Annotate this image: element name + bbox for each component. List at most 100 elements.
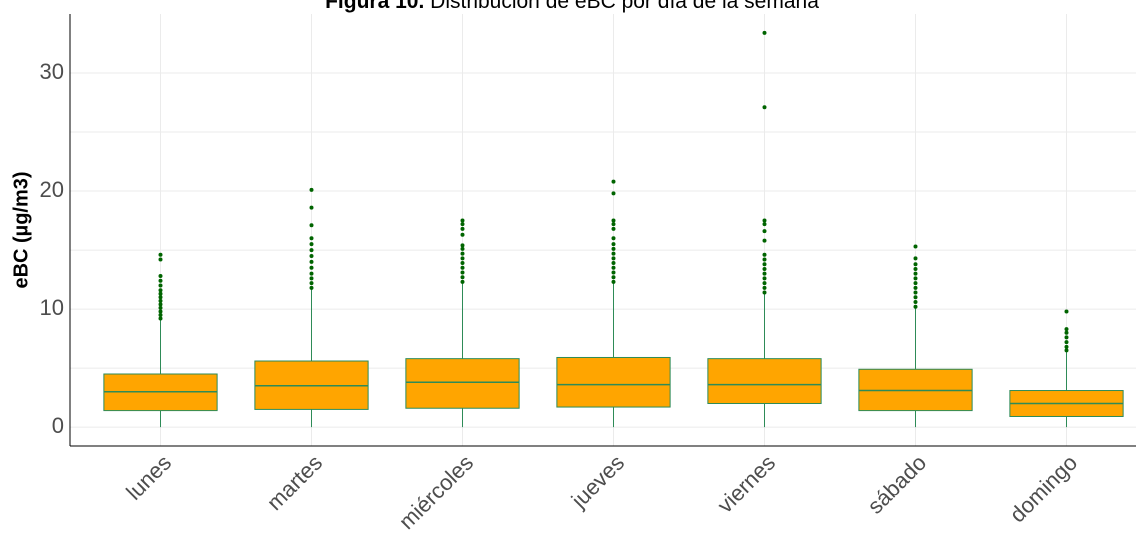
outlier	[611, 236, 616, 241]
outlier	[460, 279, 465, 284]
outlier	[762, 218, 767, 223]
outlier	[611, 270, 616, 275]
outlier	[460, 251, 465, 256]
outlier	[762, 238, 767, 243]
outlier	[460, 246, 465, 251]
outlier	[309, 223, 314, 228]
box	[405, 358, 520, 409]
outlier	[158, 257, 163, 262]
y-tick-label: 20	[40, 177, 64, 202]
outlier	[158, 312, 163, 317]
outlier	[309, 187, 314, 192]
outlier	[158, 309, 163, 314]
outlier	[913, 300, 918, 304]
title-label: Figura 10.	[325, 0, 424, 13]
outlier	[460, 226, 465, 231]
outlier	[1064, 335, 1069, 340]
outlier	[611, 246, 616, 251]
outlier	[309, 265, 314, 270]
outlier	[1064, 330, 1069, 335]
outlier	[913, 285, 918, 290]
outlier	[913, 304, 918, 309]
outlier	[158, 283, 163, 288]
outlier	[611, 256, 616, 261]
outlier	[762, 281, 767, 286]
outlier	[611, 222, 616, 227]
outlier	[913, 271, 918, 276]
outlier	[158, 298, 163, 303]
y-tick-label: 30	[40, 59, 64, 84]
outlier	[1064, 340, 1069, 345]
outlier	[309, 281, 314, 286]
box	[556, 356, 671, 408]
outlier	[460, 261, 465, 266]
outlier	[309, 285, 314, 290]
outlier	[913, 262, 918, 267]
outlier	[309, 236, 314, 241]
outlier	[309, 242, 314, 247]
outlier	[309, 205, 314, 210]
outlier	[309, 248, 314, 253]
outlier	[611, 251, 616, 256]
outlier	[762, 290, 767, 295]
outlier	[611, 275, 616, 280]
outlier	[1064, 327, 1069, 332]
outlier	[611, 191, 616, 196]
outlier	[309, 259, 314, 264]
title-text: Distribución de eBC por día de la semana	[430, 0, 819, 13]
outlier	[762, 276, 767, 281]
outlier	[158, 278, 163, 283]
outlier	[762, 266, 767, 271]
outlier	[762, 222, 767, 227]
outlier	[611, 226, 616, 231]
outlier	[913, 244, 918, 249]
outlier	[913, 276, 918, 281]
chart-title: Figura 10. Distribución de eBC por día d…	[325, 0, 819, 13]
x-tick-label: martes	[262, 450, 327, 515]
outlier	[460, 265, 465, 270]
y-axis-label: eBC (µg/m3)	[10, 171, 32, 288]
outlier	[158, 305, 163, 310]
outlier	[762, 271, 767, 276]
outlier	[158, 302, 163, 307]
outlier	[460, 270, 465, 275]
outlier	[913, 266, 918, 271]
box	[707, 358, 822, 405]
x-tick-label: viernes	[712, 450, 780, 518]
outlier	[762, 30, 767, 35]
outlier	[762, 105, 767, 110]
outlier	[1064, 344, 1069, 349]
outlier	[158, 291, 163, 296]
outlier	[611, 265, 616, 270]
outlier	[913, 290, 918, 295]
outlier	[460, 218, 465, 223]
outlier	[762, 262, 767, 267]
outlier	[460, 222, 465, 227]
outlier	[158, 316, 163, 321]
outlier	[158, 252, 163, 257]
x-tick-label: miércoles	[394, 450, 478, 534]
outlier	[309, 276, 314, 281]
outlier	[762, 252, 767, 257]
outlier	[762, 285, 767, 290]
outlier	[611, 242, 616, 247]
outlier	[913, 295, 918, 300]
outlier	[611, 279, 616, 284]
outlier	[309, 271, 314, 276]
outlier	[611, 261, 616, 266]
outlier	[158, 274, 163, 279]
x-tick-label: domingo	[1005, 450, 1082, 527]
outlier	[1064, 309, 1069, 314]
outlier	[762, 257, 767, 262]
outlier	[158, 288, 163, 293]
outlier	[309, 253, 314, 258]
outlier	[460, 243, 465, 248]
x-tick-label: sábado	[862, 450, 931, 519]
outlier	[158, 295, 163, 300]
outlier	[1064, 348, 1069, 353]
y-tick-label: 10	[40, 295, 64, 320]
outlier	[913, 281, 918, 286]
x-tick-label: jueves	[566, 450, 629, 513]
